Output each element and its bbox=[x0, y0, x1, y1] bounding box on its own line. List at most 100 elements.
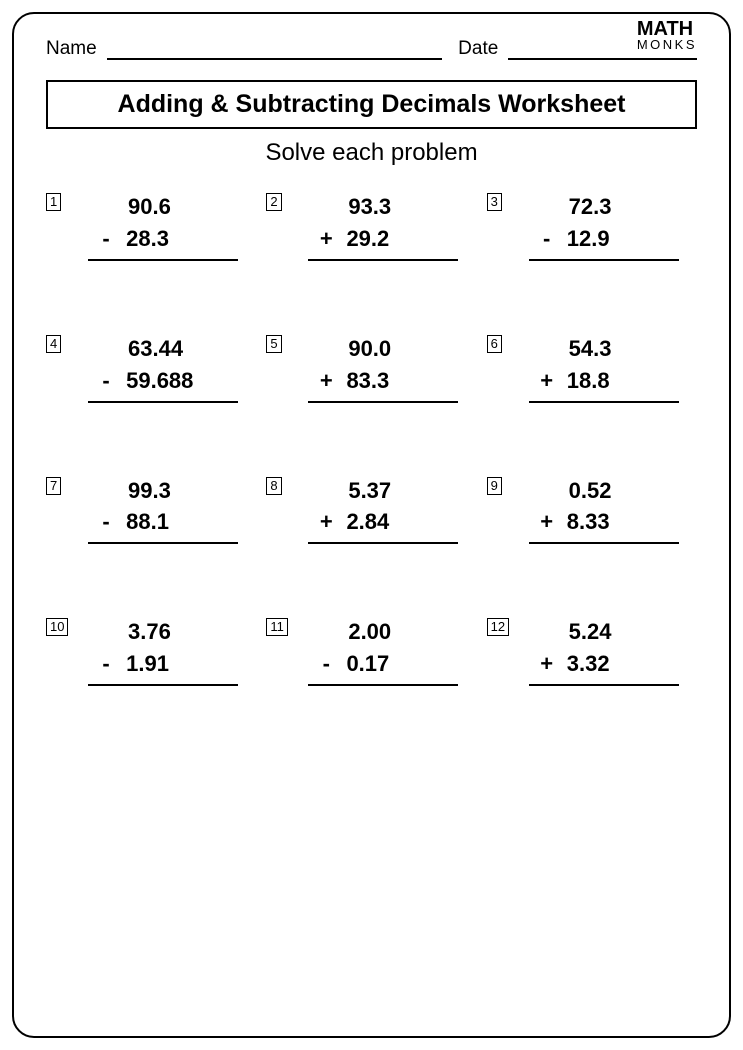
answer-line[interactable] bbox=[529, 401, 679, 403]
operator-row: - 59.688 bbox=[92, 365, 232, 397]
operator: - bbox=[92, 648, 120, 680]
operand-top: 54.3 bbox=[533, 333, 673, 365]
header-row: Name Date MATH MONKS bbox=[46, 38, 697, 60]
operand-bottom: 29.2 bbox=[340, 223, 389, 255]
operand-bottom: 83.3 bbox=[340, 365, 389, 397]
operand-top: 90.0 bbox=[312, 333, 452, 365]
operator-row: + 3.32 bbox=[533, 648, 673, 680]
logo-line2: MONKS bbox=[637, 39, 697, 51]
answer-line[interactable] bbox=[88, 259, 238, 261]
worksheet-title: Adding & Subtracting Decimals Worksheet bbox=[60, 90, 683, 119]
problem-number: 12 bbox=[487, 618, 509, 636]
operand-top: 5.37 bbox=[312, 475, 452, 507]
operand-bottom: 18.8 bbox=[561, 365, 610, 397]
problem: 8 5.37+ 2.84 bbox=[266, 475, 476, 545]
problem-number: 5 bbox=[266, 335, 281, 353]
problem: 5 90.0+ 83.3 bbox=[266, 333, 476, 403]
answer-line[interactable] bbox=[88, 401, 238, 403]
operator: - bbox=[92, 365, 120, 397]
problem-number: 9 bbox=[487, 477, 502, 495]
operator: - bbox=[92, 223, 120, 255]
problem-stack: 90.6- 28.3 bbox=[92, 191, 232, 261]
answer-line[interactable] bbox=[88, 542, 238, 544]
operand-top: 93.3 bbox=[312, 191, 452, 223]
operand-bottom: 3.32 bbox=[561, 648, 610, 680]
problem-stack: 3.76- 1.91 bbox=[92, 616, 232, 686]
operand-top: 99.3 bbox=[92, 475, 232, 507]
operator-row: - 88.1 bbox=[92, 506, 232, 538]
answer-line[interactable] bbox=[529, 542, 679, 544]
problem-stack: 2.00- 0.17 bbox=[312, 616, 452, 686]
operator: + bbox=[312, 506, 340, 538]
problem: 6 54.3+ 18.8 bbox=[487, 333, 697, 403]
operator-row: + 8.33 bbox=[533, 506, 673, 538]
operator: + bbox=[312, 223, 340, 255]
answer-line[interactable] bbox=[529, 259, 679, 261]
problem-number: 6 bbox=[487, 335, 502, 353]
problem: 293.3+ 29.2 bbox=[266, 191, 476, 261]
operator: - bbox=[92, 506, 120, 538]
answer-line[interactable] bbox=[529, 684, 679, 686]
problem-stack: 54.3+ 18.8 bbox=[533, 333, 673, 403]
operator-row: + 83.3 bbox=[312, 365, 452, 397]
operand-bottom: 28.3 bbox=[120, 223, 169, 255]
operator: + bbox=[312, 365, 340, 397]
operator-row: + 29.2 bbox=[312, 223, 452, 255]
problem-stack: 5.24+ 3.32 bbox=[533, 616, 673, 686]
problem-number: 7 bbox=[46, 477, 61, 495]
operand-top: 5.24 bbox=[533, 616, 673, 648]
problem-number: 4 bbox=[46, 335, 61, 353]
operator-row: + 2.84 bbox=[312, 506, 452, 538]
problem: 7 99.3- 88.1 bbox=[46, 475, 256, 545]
operand-bottom: 88.1 bbox=[120, 506, 169, 538]
operator: - bbox=[533, 223, 561, 255]
mathmonks-logo: MATH MONKS bbox=[637, 20, 697, 51]
operand-bottom: 12.9 bbox=[561, 223, 610, 255]
operand-top: 63.44 bbox=[92, 333, 232, 365]
answer-line[interactable] bbox=[88, 684, 238, 686]
worksheet-page: Name Date MATH MONKS Adding & Subtractin… bbox=[12, 12, 731, 1038]
problem-stack: 63.44- 59.688 bbox=[92, 333, 232, 403]
operand-top: 2.00 bbox=[312, 616, 452, 648]
problem-number: 1 bbox=[46, 193, 61, 211]
name-input-line[interactable] bbox=[107, 42, 442, 60]
problem: 11 2.00- 0.17 bbox=[266, 616, 476, 686]
answer-line[interactable] bbox=[308, 542, 458, 544]
problem-number: 10 bbox=[46, 618, 68, 636]
title-box: Adding & Subtracting Decimals Worksheet bbox=[46, 80, 697, 129]
problem: 372.3- 12.9 bbox=[487, 191, 697, 261]
operand-top: 90.6 bbox=[92, 191, 232, 223]
problem-number: 8 bbox=[266, 477, 281, 495]
problem-stack: 5.37+ 2.84 bbox=[312, 475, 452, 545]
worksheet-subtitle: Solve each problem bbox=[46, 139, 697, 167]
operand-bottom: 0.17 bbox=[340, 648, 389, 680]
operator: + bbox=[533, 365, 561, 397]
problem: 10 3.76- 1.91 bbox=[46, 616, 256, 686]
operator-row: - 12.9 bbox=[533, 223, 673, 255]
operator-row: + 18.8 bbox=[533, 365, 673, 397]
problem: 9 0.52+ 8.33 bbox=[487, 475, 697, 545]
operator-row: - 0.17 bbox=[312, 648, 452, 680]
problem-stack: 99.3- 88.1 bbox=[92, 475, 232, 545]
operator: + bbox=[533, 648, 561, 680]
operator: - bbox=[312, 648, 340, 680]
problem-stack: 90.0+ 83.3 bbox=[312, 333, 452, 403]
operand-bottom: 1.91 bbox=[120, 648, 169, 680]
name-label: Name bbox=[46, 38, 97, 60]
operator-row: - 1.91 bbox=[92, 648, 232, 680]
answer-line[interactable] bbox=[308, 259, 458, 261]
problem: 1 90.6- 28.3 bbox=[46, 191, 256, 261]
operand-bottom: 59.688 bbox=[120, 365, 193, 397]
operand-top: 3.76 bbox=[92, 616, 232, 648]
operand-top: 0.52 bbox=[533, 475, 673, 507]
operator: + bbox=[533, 506, 561, 538]
answer-line[interactable] bbox=[308, 684, 458, 686]
date-label: Date bbox=[458, 38, 498, 60]
problem: 4 63.44- 59.688 bbox=[46, 333, 256, 403]
problem-stack: 72.3- 12.9 bbox=[533, 191, 673, 261]
problem-number: 11 bbox=[266, 618, 288, 636]
operand-bottom: 8.33 bbox=[561, 506, 610, 538]
answer-line[interactable] bbox=[308, 401, 458, 403]
operand-top: 72.3 bbox=[533, 191, 673, 223]
problems-grid: 190.6- 28.3293.3+ 29.2372.3- 12.9463.44-… bbox=[46, 191, 697, 686]
